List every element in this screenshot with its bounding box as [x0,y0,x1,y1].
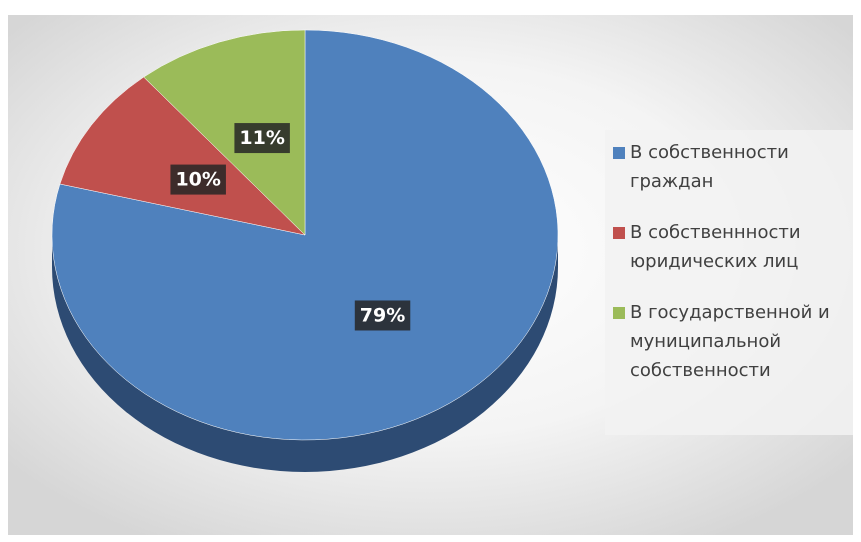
value-label-box [354,300,411,331]
legend: В собственности граждан В собственнности … [605,130,853,435]
slice [143,29,306,236]
legend-label: В государственной и муниципальной собств… [630,302,830,381]
value-label: 10% [175,169,220,191]
value-label-box [170,164,226,195]
legend-item: В собственности граждан [613,138,847,196]
value-label-box [234,123,290,154]
legend-swatch [613,307,625,319]
legend-item: В собственнности юридических лиц [613,218,847,276]
value-label: 11% [239,127,284,149]
slice [59,76,306,236]
legend-swatch [613,227,625,239]
legend-label: В собственнности юридических лиц [630,222,801,272]
legend-item: В государственной и муниципальной собств… [613,298,847,385]
legend-label: В собственности граждан [630,142,789,192]
legend-swatch [613,147,625,159]
value-label: 79% [360,304,405,326]
